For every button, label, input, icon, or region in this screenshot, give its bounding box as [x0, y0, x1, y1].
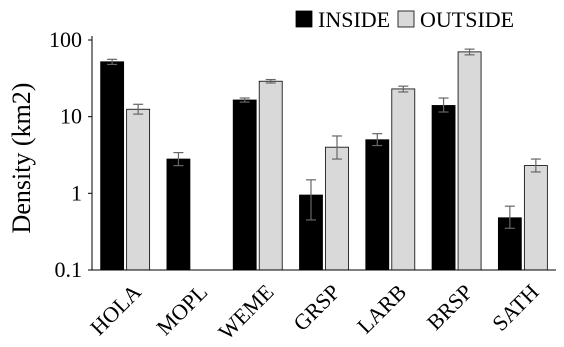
bar-outside-hola: [126, 108, 151, 271]
y-tick-label: 1: [71, 180, 82, 205]
axes: [91, 36, 556, 271]
x-axis-categories: HOLA MOPL WEME GRSP LARB BRSP SATH: [85, 279, 544, 344]
bar-outside-weme: [258, 80, 283, 271]
legend-label-outside: OUTSIDE: [420, 7, 514, 32]
legend: INSIDE OUTSIDE: [295, 7, 514, 32]
bar-outside-brsp: [457, 51, 482, 271]
x-category-label: HOLA: [85, 279, 146, 340]
y-tick-label: 10: [60, 104, 82, 129]
bar-inside-weme: [232, 99, 257, 271]
legend-label-inside: INSIDE: [318, 7, 390, 32]
bar-outside-grsp: [325, 146, 349, 271]
y-axis-ticks: 0.1 1 10 100: [49, 27, 92, 282]
error-bars: [107, 48, 541, 229]
bar-inside-hola: [100, 61, 125, 271]
x-category-label: SATH: [487, 279, 544, 336]
y-axis-title: Density (km2): [7, 83, 36, 234]
x-category-label: GRSP: [288, 279, 345, 336]
bar-inside-larb: [365, 139, 390, 271]
y-axis-title-group: Density (km2): [7, 83, 36, 234]
x-category-label: BRSP: [422, 279, 478, 335]
bars: [100, 51, 548, 271]
bar-inside-brsp: [431, 105, 456, 271]
x-category-label: WEME: [213, 279, 278, 342]
x-category-label: MOPL: [151, 279, 212, 340]
bar-outside-larb: [391, 88, 416, 271]
legend-swatch-inside: [295, 10, 313, 28]
y-tick-label: 0.1: [55, 257, 83, 282]
legend-swatch-outside: [397, 10, 415, 28]
bar-inside-mopl: [166, 158, 191, 271]
y-tick-label: 100: [49, 27, 82, 52]
bar-outside-sath: [523, 165, 548, 271]
x-category-label: LARB: [352, 279, 411, 338]
